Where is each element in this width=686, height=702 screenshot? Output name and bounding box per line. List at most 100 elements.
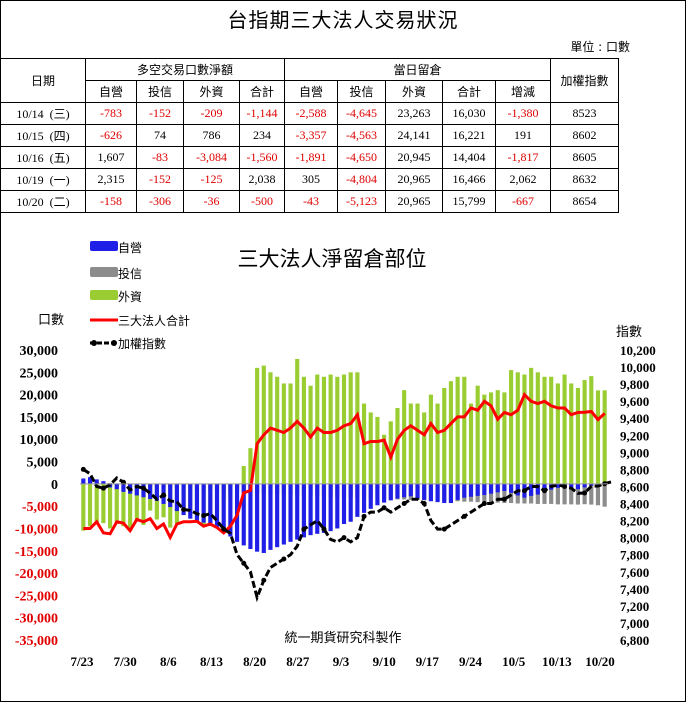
- legend-label: 外資: [118, 290, 142, 304]
- table-cell: -1,144: [239, 102, 285, 125]
- date-value: 10/20: [16, 195, 44, 209]
- index-header: 加權指數: [550, 58, 619, 103]
- bar-foreign: [348, 372, 353, 484]
- table-cell: -500: [239, 190, 285, 213]
- table-cell: 305: [284, 168, 338, 191]
- sub-header: 外資: [183, 80, 240, 103]
- legend-swatch: [90, 290, 118, 300]
- row-date: 10/14 (三): [0, 102, 86, 125]
- bar-foreign: [589, 376, 594, 484]
- bar-foreign: [388, 421, 393, 484]
- y-tick-label: -20,000: [15, 567, 58, 582]
- table-cell: 786: [183, 124, 240, 147]
- y2-tick-label: 7,400: [620, 582, 649, 597]
- table-cell: 2,062: [495, 168, 551, 191]
- bar-foreign: [542, 376, 547, 484]
- sub-header: 投信: [337, 80, 386, 103]
- bar-dealer: [201, 483, 206, 523]
- y2-tick-label: 10,000: [620, 360, 656, 375]
- bar-foreign: [375, 416, 380, 484]
- bar-foreign: [555, 383, 560, 484]
- bar-trust: [502, 483, 507, 504]
- bar-dealer: [275, 483, 280, 548]
- bar-dealer: [241, 483, 246, 546]
- bar-foreign: [515, 372, 520, 484]
- bar-dealer: [462, 483, 467, 498]
- x-tick-label: 7/23: [70, 654, 94, 669]
- bar-dealer: [268, 483, 273, 550]
- index-cell: 8605: [550, 146, 619, 169]
- bar-dealer: [509, 483, 514, 493]
- bar-dealer: [455, 483, 460, 500]
- open-interest-header: 當日留倉: [284, 58, 551, 81]
- bar-trust: [509, 483, 514, 504]
- table-cell: 234: [239, 124, 285, 147]
- bar-dealer: [308, 483, 313, 536]
- x-tick-label: 10/5: [502, 654, 526, 669]
- table-cell: 191: [495, 124, 551, 147]
- bar-foreign: [442, 387, 447, 484]
- bar-foreign: [448, 381, 454, 484]
- y-tick-label: -35,000: [15, 634, 58, 649]
- bar-trust: [495, 483, 500, 503]
- bar-foreign: [535, 372, 540, 484]
- bar-foreign: [141, 483, 146, 525]
- bar-foreign: [101, 483, 106, 524]
- table-cell: 2,315: [85, 168, 137, 191]
- bar-foreign: [422, 412, 427, 484]
- table-cell: -783: [85, 102, 137, 125]
- bar-dealer: [121, 483, 126, 492]
- y-axis-label: 口數: [38, 312, 64, 327]
- bar-dealer: [395, 483, 400, 499]
- table-cell: -1,560: [239, 146, 285, 169]
- bar-dealer: [255, 483, 260, 552]
- date-header: 日期: [0, 58, 86, 103]
- bar-foreign: [368, 412, 373, 484]
- y2-tick-label: 8,400: [620, 497, 649, 512]
- index-cell: 8654: [550, 190, 619, 213]
- bar-foreign: [255, 367, 260, 484]
- index-point: [241, 560, 247, 566]
- bar-dealer: [428, 483, 433, 502]
- table-cell: -4,650: [337, 146, 386, 169]
- index-point: [261, 577, 267, 583]
- y2-tick-label: 9,000: [620, 445, 649, 460]
- table-cell: 16,221: [442, 124, 496, 147]
- bar-foreign: [408, 403, 413, 484]
- bar-dealer: [355, 483, 360, 517]
- y2-tick-label: 9,800: [620, 377, 649, 392]
- table-cell: -4,563: [337, 124, 386, 147]
- index-point: [201, 512, 207, 518]
- bar-foreign: [509, 370, 514, 484]
- x-tick-label: 9/17: [416, 654, 440, 669]
- bar-dealer: [368, 483, 373, 509]
- index-cell: 8523: [550, 102, 619, 125]
- bar-foreign: [248, 448, 253, 484]
- y-tick-label: -5,000: [22, 500, 58, 515]
- x-tick-label: 8/6: [160, 654, 177, 669]
- bar-foreign: [575, 387, 580, 484]
- bar-trust: [595, 483, 601, 506]
- bar-dealer: [288, 483, 293, 542]
- y2-tick-label: 8,200: [620, 514, 649, 529]
- table-cell: -43: [284, 190, 338, 213]
- weekday-value: (一): [49, 173, 70, 187]
- bar-foreign: [415, 403, 420, 484]
- table-cell: -5,123: [337, 190, 386, 213]
- index-cell: 8602: [550, 124, 619, 147]
- bar-dealer: [295, 483, 300, 540]
- bar-trust: [555, 483, 560, 505]
- table-row: 10/14 (三) -783 -152 -209 -1,144 -2,588 -4,645 23…: [0, 102, 619, 125]
- index-point: [542, 488, 548, 494]
- bar-foreign: [341, 374, 347, 484]
- table-cell: -83: [136, 146, 184, 169]
- bar-foreign: [288, 383, 293, 484]
- y-tick-label: 25,000: [20, 366, 59, 381]
- x-tick-label: 9/10: [373, 654, 396, 669]
- bar-foreign: [475, 385, 480, 484]
- bar-dealer: [415, 483, 420, 499]
- plot-area: [80, 358, 612, 603]
- bar-dealer: [248, 483, 253, 549]
- bar-foreign: [602, 390, 607, 484]
- y2-tick-label: 7,800: [620, 548, 649, 563]
